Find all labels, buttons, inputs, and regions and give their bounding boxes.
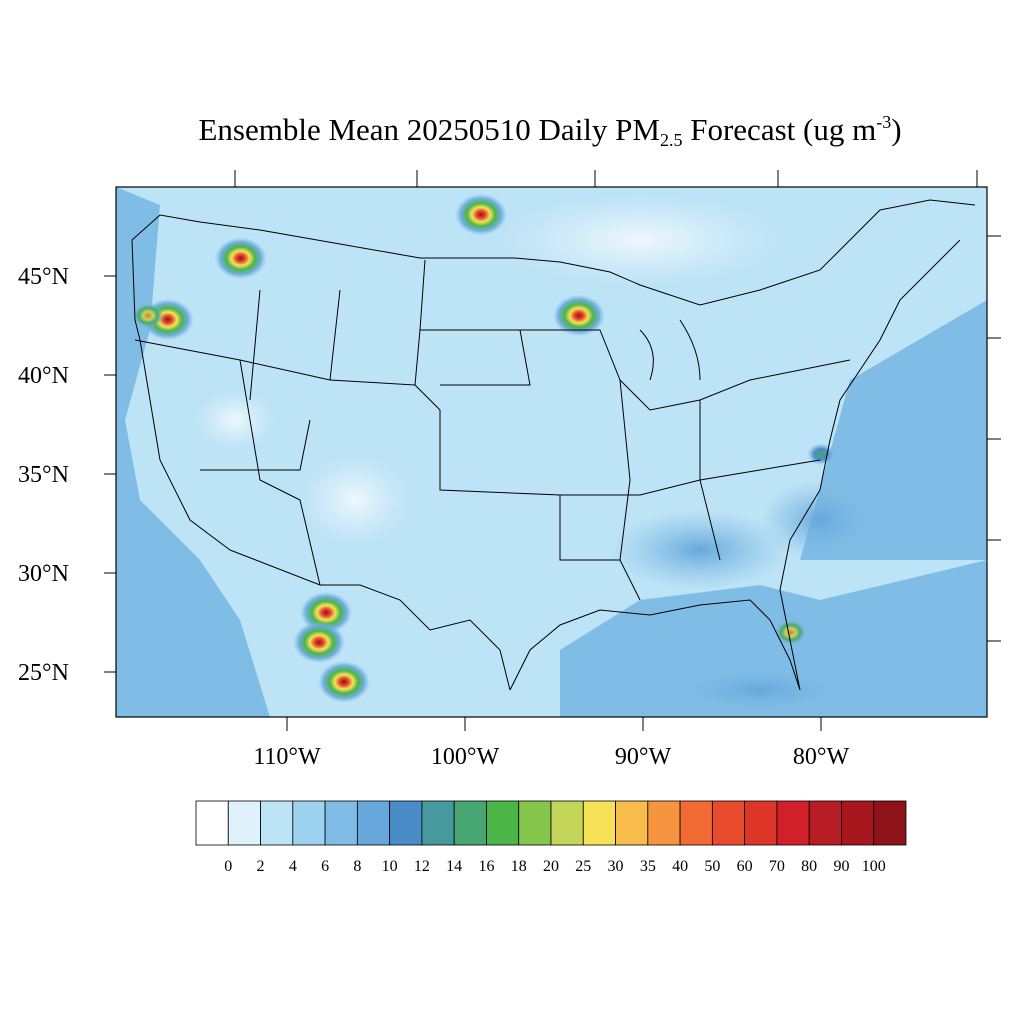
state-line-e — [520, 329, 851, 411]
colorbar-label: 6 — [321, 858, 329, 875]
state-borders — [131, 199, 976, 691]
colorbar-swatch — [582, 800, 616, 846]
colorbar-label: 25 — [575, 858, 591, 875]
pacific-ocean-field — [116, 187, 270, 717]
fire-nc-coast — [807, 443, 835, 466]
great-lakes — [639, 319, 701, 381]
colorbar-swatch — [550, 800, 584, 846]
us-mexico-border — [229, 549, 511, 691]
lat-label: 35°N — [18, 462, 69, 488]
fire-oregon-2 — [132, 302, 165, 329]
lon-label: 110°W — [253, 744, 321, 770]
west-coast — [131, 239, 231, 551]
lon-label: 80°W — [793, 744, 850, 770]
colorbar-label: 30 — [608, 858, 624, 875]
lat-label: 30°N — [18, 561, 69, 587]
colorbar-swatch — [356, 800, 391, 846]
map-field — [116, 187, 987, 717]
lat-label: 45°N — [18, 264, 69, 290]
fire-manitoba-border — [455, 193, 508, 236]
colorbar-label: 80 — [801, 858, 817, 875]
colorbar-swatch — [776, 800, 810, 846]
fire-nw-montana — [214, 237, 267, 279]
colorbar-swatch — [711, 800, 746, 846]
colorbar-label: 40 — [672, 858, 688, 875]
colorbar-swatch — [195, 800, 229, 846]
colorbar-label: 35 — [640, 858, 656, 875]
colorbar-swatch — [227, 800, 261, 846]
colorbar-label: 12 — [414, 858, 430, 875]
colorbar-swatch — [518, 800, 552, 846]
lat-label: 25°N — [18, 660, 69, 686]
lon-label: 90°W — [615, 744, 672, 770]
colorbar-swatch — [679, 800, 713, 846]
map-title: Ensemble Mean 20250510 Daily PM2.5 Forec… — [198, 112, 902, 150]
lat-label: 40°N — [18, 363, 69, 389]
fire-minnesota — [552, 294, 605, 337]
colorbar-label: 14 — [446, 858, 462, 875]
colorbar-swatch — [841, 800, 875, 846]
colorbar-label: 18 — [511, 858, 527, 875]
colorbar-label: 20 — [543, 858, 559, 875]
southwest-clean-area — [300, 455, 410, 545]
colorbar-swatch — [292, 800, 326, 846]
gulf-ocean-field — [560, 560, 987, 717]
colorbar-label: 16 — [478, 858, 494, 875]
longitude-axis: 110°W 100°W 90°W 80°W — [234, 170, 978, 770]
state-line-b — [239, 359, 321, 586]
southeast-dark — [610, 510, 790, 590]
colorbar-swatch — [260, 800, 294, 846]
fire-chihuahua-2 — [293, 621, 346, 664]
colorbar-label: 2 — [257, 858, 265, 875]
hotspot-layer — [132, 193, 835, 703]
map-frame — [115, 186, 988, 718]
colorbar-label: 4 — [289, 858, 297, 875]
state-line-h — [699, 400, 721, 561]
state-line-a — [134, 259, 426, 386]
caribbean-dark — [670, 665, 850, 715]
colorbar-label: 100 — [862, 858, 886, 875]
fire-florida — [774, 619, 807, 646]
colorbar-label: 8 — [353, 858, 361, 875]
us-canada-border — [131, 199, 976, 306]
colorbar-label: 50 — [704, 858, 720, 875]
colorbar-label: 60 — [737, 858, 753, 875]
state-line-d — [420, 329, 531, 386]
lon-label: 100°W — [431, 744, 500, 770]
colorbar-swatch — [324, 800, 358, 846]
colorbar-label: 70 — [769, 858, 785, 875]
colorbar-label: 90 — [833, 858, 849, 875]
colorbar-label: 0 — [224, 858, 232, 875]
colorbar-swatch — [808, 800, 842, 846]
state-line-i — [200, 289, 341, 471]
colorbar-swatch — [486, 800, 520, 846]
colorbar-swatch — [453, 800, 487, 846]
state-line-g — [619, 379, 631, 561]
colorbar-swatch — [647, 800, 681, 846]
colorbar-swatch — [389, 800, 423, 846]
colorbar-swatch — [615, 800, 649, 846]
nevada-clean-area — [195, 390, 275, 450]
canada-clean-area — [500, 195, 780, 285]
fire-durango — [317, 661, 370, 703]
colorbar-label: 10 — [382, 858, 398, 875]
colorbar-swatch — [421, 800, 455, 846]
colorbar: 0 2 4 6 8 10 12 14 16 18 20 25 30 35 40 50 60 70 80 90 100 — [195, 800, 907, 875]
colorbar-swatch — [744, 800, 778, 846]
latitude-axis: 45°N 40°N 35°N 30°N 25°N — [18, 235, 1001, 686]
colorbar-swatch — [873, 800, 907, 846]
gulf-east-coast — [509, 239, 961, 691]
